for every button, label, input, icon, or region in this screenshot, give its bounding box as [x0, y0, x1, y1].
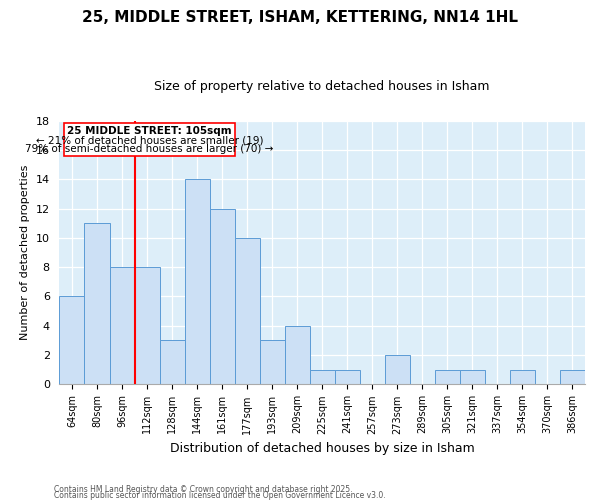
Text: Contains public sector information licensed under the Open Government Licence v3: Contains public sector information licen… — [54, 491, 386, 500]
Bar — [460, 370, 485, 384]
Bar — [435, 370, 460, 384]
Title: Size of property relative to detached houses in Isham: Size of property relative to detached ho… — [154, 80, 490, 93]
Bar — [85, 223, 110, 384]
Bar — [185, 179, 209, 384]
Bar — [235, 238, 260, 384]
Bar — [335, 370, 360, 384]
Bar — [260, 340, 284, 384]
Bar — [209, 208, 235, 384]
Bar — [134, 267, 160, 384]
Bar — [284, 326, 310, 384]
Bar — [560, 370, 585, 384]
Text: Contains HM Land Registry data © Crown copyright and database right 2025.: Contains HM Land Registry data © Crown c… — [54, 484, 353, 494]
Bar — [510, 370, 535, 384]
Bar — [310, 370, 335, 384]
Text: 79% of semi-detached houses are larger (70) →: 79% of semi-detached houses are larger (… — [25, 144, 274, 154]
Text: ← 21% of detached houses are smaller (19): ← 21% of detached houses are smaller (19… — [36, 135, 263, 145]
Bar — [59, 296, 85, 384]
Bar — [385, 355, 410, 384]
Text: 25 MIDDLE STREET: 105sqm: 25 MIDDLE STREET: 105sqm — [67, 126, 232, 136]
Bar — [110, 267, 134, 384]
Text: 25, MIDDLE STREET, ISHAM, KETTERING, NN14 1HL: 25, MIDDLE STREET, ISHAM, KETTERING, NN1… — [82, 10, 518, 25]
X-axis label: Distribution of detached houses by size in Isham: Distribution of detached houses by size … — [170, 442, 475, 455]
Bar — [160, 340, 185, 384]
Y-axis label: Number of detached properties: Number of detached properties — [20, 165, 30, 340]
FancyBboxPatch shape — [64, 123, 235, 156]
